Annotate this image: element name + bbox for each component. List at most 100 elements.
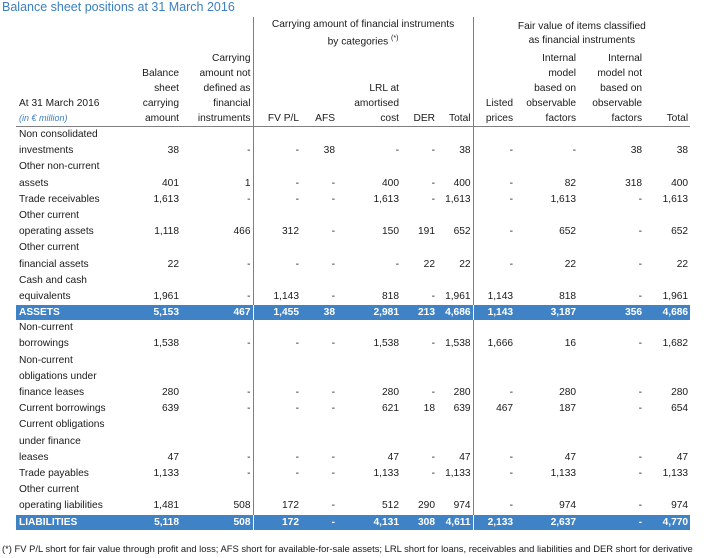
- table-cell: 5,118: [121, 514, 181, 530]
- table-cell: -: [395, 145, 399, 157]
- table-cell: 213: [401, 305, 437, 321]
- table-cell: 2,981: [337, 305, 401, 321]
- table-cell: 1,538: [437, 320, 474, 353]
- table-cell: -: [181, 191, 254, 209]
- table-cell: 1,481: [153, 500, 180, 512]
- row-label-line: finance leases: [19, 387, 85, 399]
- table-cell: 1,133: [373, 468, 400, 480]
- table-cell: -: [295, 177, 299, 189]
- footnote: (*) FV P/L short for fair value through …: [2, 543, 693, 554]
- table-row: Other current operating liabilities 1,481 5…: [16, 482, 690, 515]
- row-label-line: leases: [19, 451, 49, 463]
- table-cell: -: [295, 468, 299, 480]
- table-cell: 1,455: [253, 305, 301, 321]
- carrying-group-header: Carrying amount of financial instruments…: [271, 19, 455, 48]
- table-cell: -: [431, 177, 435, 189]
- table-cell: -: [181, 272, 254, 306]
- table-cell: -: [331, 500, 335, 512]
- table-cell: 38: [167, 145, 179, 157]
- row-label: Non-current borrowings: [16, 320, 121, 352]
- table-cell: -: [181, 401, 254, 418]
- row-label: Non consolidated investments: [16, 127, 121, 160]
- row-label-line: financial assets: [19, 258, 89, 270]
- row-label: Cash and cash equivalents: [16, 273, 121, 305]
- table-cell: -: [295, 258, 299, 270]
- table-cell: -: [638, 258, 643, 270]
- row-label-line: investments: [19, 145, 74, 157]
- table-row: Other current financial assets 22- - - -22 22-…: [16, 240, 690, 273]
- table-cell: 1,143: [273, 291, 300, 303]
- table-cell: -: [431, 451, 435, 463]
- table-cell: 1,133: [662, 468, 689, 480]
- table-cell: 38: [301, 305, 337, 321]
- table-cell: -: [509, 177, 514, 189]
- table-cell: 467: [496, 403, 514, 415]
- row-label-line: under finance: [19, 435, 81, 447]
- table-cell: 508: [181, 514, 254, 530]
- table-cell: -: [431, 468, 435, 480]
- total-row: ASSETS 5,153 467 1,455 38 2,981 213 4,686 1,143 3…: [16, 305, 691, 321]
- table-cell: -: [331, 193, 335, 205]
- table-cell: 47: [387, 451, 399, 463]
- table-cell: 652: [559, 226, 577, 238]
- table-cell: 1,613: [373, 193, 400, 205]
- table-cell: -: [509, 468, 514, 480]
- table-row: Current obligations under finance leases 47…: [16, 417, 690, 467]
- row-label: ASSETS: [16, 305, 121, 321]
- col-header-lrl: LRL at amortised cost: [354, 83, 399, 124]
- table-cell: -: [331, 338, 335, 350]
- table-cell: -: [181, 320, 254, 353]
- table-cell: 1,682: [662, 338, 689, 350]
- table-cell: 654: [671, 403, 689, 415]
- table-cell: 1: [181, 159, 254, 192]
- table-cell: 1,613: [153, 193, 180, 205]
- table-cell: -: [638, 226, 643, 238]
- table-cell: 4,686: [644, 305, 691, 321]
- table-cell: 18: [423, 403, 435, 415]
- row-label: Other current operating liabilities: [16, 482, 121, 514]
- table-cell: -: [295, 193, 299, 205]
- table-cell: -: [331, 451, 335, 463]
- col-header-not-fi: Carrying amount not defined as financial…: [181, 51, 254, 127]
- table-cell: 652: [671, 226, 689, 238]
- col-header-balance-sheet: Balance sheet carrying amount: [142, 68, 179, 124]
- table-cell: -: [295, 403, 299, 415]
- table-cell: 38: [323, 145, 335, 157]
- table-cell: -: [295, 145, 299, 157]
- table-body: Non consolidated investments 38 - - 38 - - 38 - - 3…: [16, 126, 691, 530]
- table-row: Trade payables 1,133- - -1,133-1,133-1,133-…: [16, 466, 690, 483]
- table-cell: 308: [401, 514, 437, 530]
- table-cell: 191: [418, 226, 435, 238]
- footnote-marker: (*): [391, 35, 399, 43]
- table-cell: 5,153: [121, 305, 181, 321]
- table-cell: 2,133: [473, 514, 516, 530]
- row-label-line: Other current: [19, 210, 80, 222]
- balance-sheet-table: Carrying amount of financial instruments…: [16, 17, 691, 530]
- table-cell: -: [638, 291, 643, 303]
- table-cell: 38: [437, 126, 474, 160]
- table-cell: -: [638, 338, 643, 350]
- table-cell: 47: [437, 417, 474, 467]
- row-label-line: Current borrowings: [19, 403, 106, 415]
- table-cell: -: [331, 387, 335, 399]
- label-column-header: At 31 March 2016: [19, 98, 100, 109]
- table-cell: -: [509, 226, 514, 238]
- table-cell: -: [331, 258, 335, 270]
- table-cell: 4,131: [337, 514, 401, 530]
- table-row: Other current operating assets 1,118 466 312…: [16, 208, 690, 241]
- table-cell: 400: [671, 177, 689, 189]
- table-cell: -: [181, 240, 254, 273]
- table-cell: -: [181, 466, 254, 483]
- fair-value-group-header: Fair value of items classified as financ…: [517, 21, 646, 46]
- row-label: Trade receivables: [16, 192, 121, 208]
- table-cell: 82: [564, 177, 577, 189]
- unit-label: (in € million): [19, 113, 68, 123]
- row-label-line: Non-current: [19, 354, 73, 366]
- table-row: Non-current obligations under finance leas…: [16, 352, 690, 402]
- table-cell: 639: [437, 401, 474, 418]
- row-label: Current borrowings: [16, 401, 121, 417]
- table-cell: 172: [282, 500, 299, 512]
- row-label-line: Cash and cash: [19, 274, 87, 286]
- table-cell: -: [431, 145, 435, 157]
- col-header-fvpl: FV P/L: [267, 113, 299, 124]
